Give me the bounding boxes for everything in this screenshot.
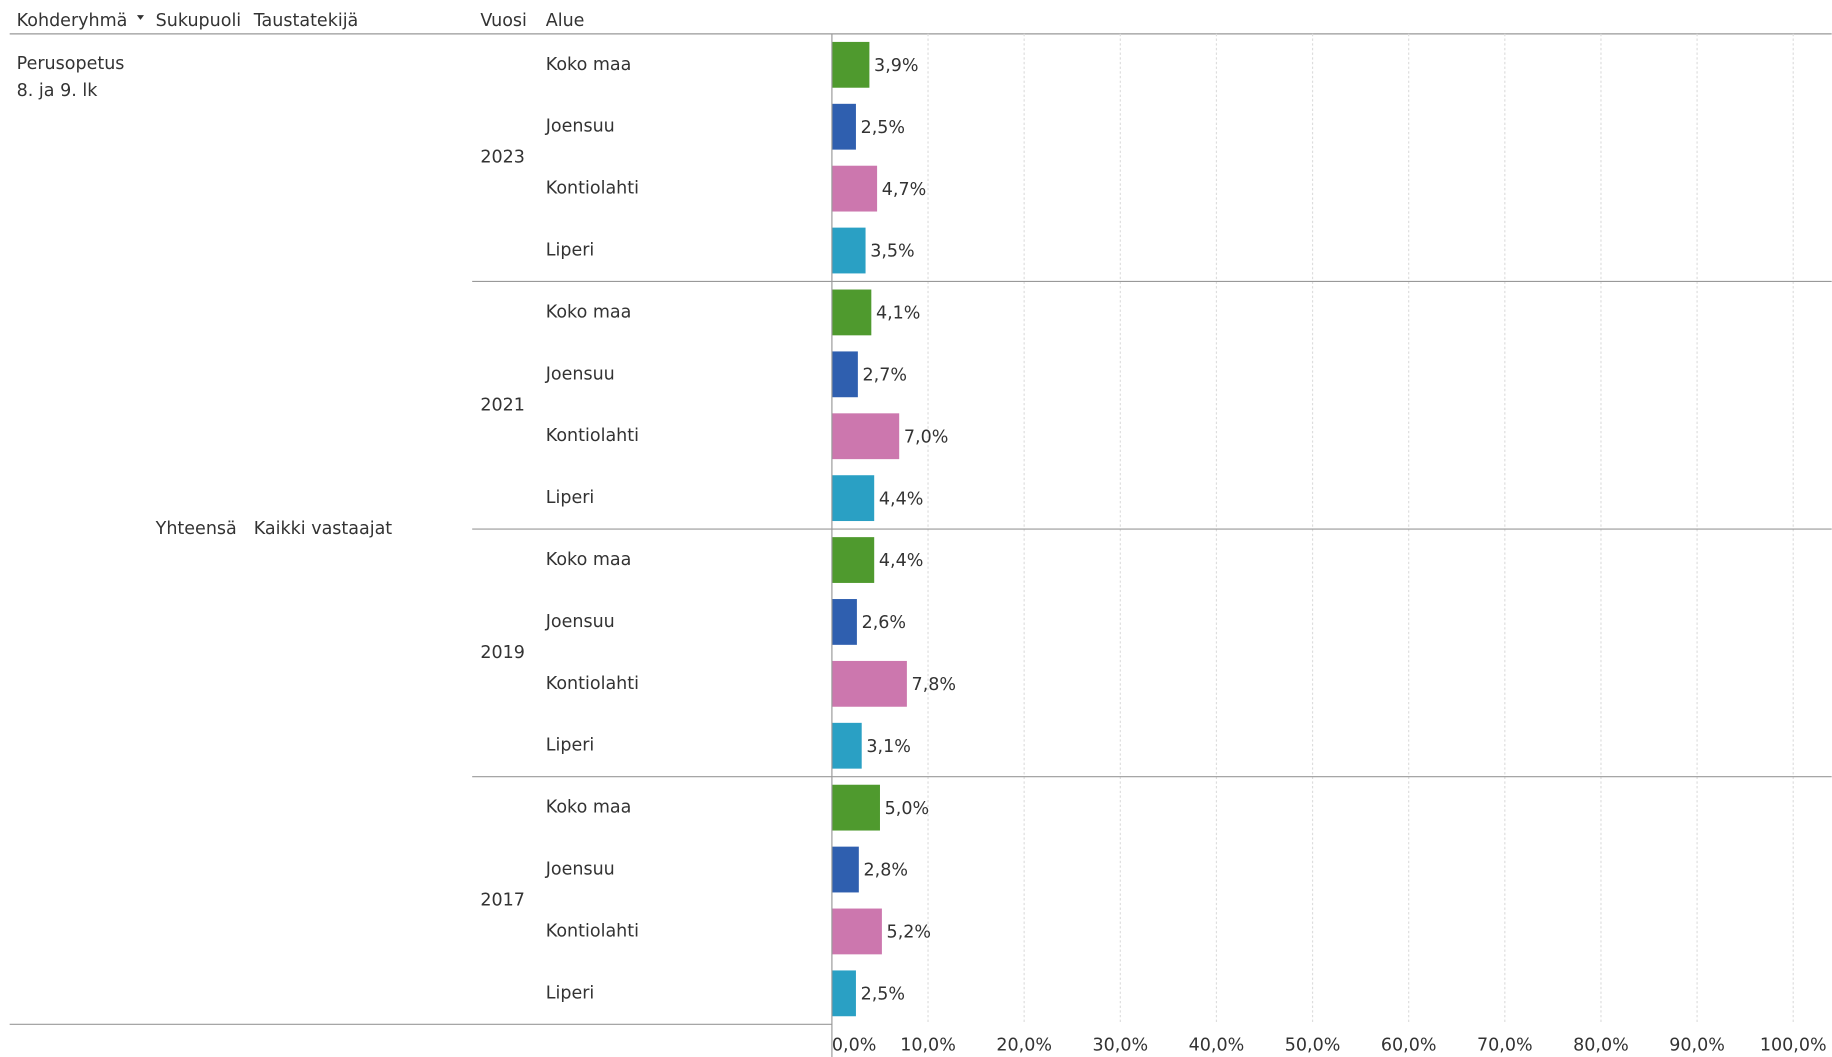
value-label: 7,0% <box>904 427 948 447</box>
region-label: Koko maa <box>546 550 632 570</box>
bar <box>831 227 866 274</box>
value-label: 5,0% <box>885 799 929 819</box>
region-label: Joensuu <box>545 860 615 880</box>
bar <box>831 537 875 583</box>
year-label: 2023 <box>480 148 525 168</box>
background-label: Kaikki vastaajat <box>254 519 393 539</box>
header-taustatekija[interactable]: Taustatekijä <box>253 11 359 31</box>
value-label: 3,5% <box>870 242 914 262</box>
year-label: 2021 <box>480 395 525 415</box>
region-label: Liperi <box>546 983 595 1003</box>
region-label: Liperi <box>546 241 595 261</box>
region-label: Koko maa <box>546 55 632 75</box>
bar <box>831 475 875 522</box>
region-label: Joensuu <box>545 364 615 384</box>
value-label: 2,5% <box>861 118 905 138</box>
region-label: Joensuu <box>545 117 615 137</box>
header-kohderyhma[interactable]: Kohderyhmä <box>17 11 128 31</box>
region-label: Joensuu <box>545 612 615 632</box>
region-label: Kontiolahti <box>546 674 639 694</box>
bar <box>831 103 856 150</box>
region-label: Liperi <box>546 488 595 508</box>
value-label: 4,4% <box>879 489 923 509</box>
group-label: 8. ja 9. lk <box>17 81 99 101</box>
x-tick-label: 50,0% <box>1285 1035 1341 1055</box>
x-tick-label: 30,0% <box>1093 1035 1149 1055</box>
region-label: Kontiolahti <box>546 179 639 199</box>
value-label: 5,2% <box>887 923 931 943</box>
region-label: Liperi <box>546 736 595 756</box>
value-label: 2,8% <box>863 861 907 881</box>
bar <box>831 908 882 955</box>
sort-icon[interactable] <box>136 15 144 20</box>
bar <box>831 41 870 88</box>
bar <box>831 784 880 831</box>
bar <box>831 351 858 398</box>
value-label: 4,7% <box>882 180 926 200</box>
value-label: 7,8% <box>912 675 956 695</box>
region-label: Koko maa <box>546 302 632 322</box>
x-tick-label: 90,0% <box>1669 1035 1725 1055</box>
x-tick-label: 20,0% <box>996 1035 1052 1055</box>
gender-label: Yhteensä <box>155 519 237 539</box>
bar <box>831 660 907 707</box>
year-label: 2017 <box>480 890 525 910</box>
header-alue[interactable]: Alue <box>546 11 585 31</box>
x-tick-label: 0,0% <box>832 1035 876 1055</box>
value-label: 2,6% <box>862 613 906 633</box>
region-label: Koko maa <box>546 798 632 818</box>
x-tick-label: 60,0% <box>1381 1035 1437 1055</box>
region-label: Kontiolahti <box>546 921 639 941</box>
bar <box>831 722 862 769</box>
value-label: 4,4% <box>879 551 923 571</box>
x-tick-label: 100,0% <box>1760 1035 1827 1055</box>
region-label: Kontiolahti <box>546 426 639 446</box>
bar <box>831 970 856 1017</box>
bar <box>831 289 872 336</box>
group-label: Perusopetus <box>17 54 125 74</box>
x-tick-label: 80,0% <box>1573 1035 1629 1055</box>
bar <box>831 599 857 645</box>
header-sukupuoli[interactable]: Sukupuoli <box>156 11 242 31</box>
x-tick-label: 70,0% <box>1477 1035 1533 1055</box>
header-vuosi[interactable]: Vuosi <box>480 11 527 31</box>
year-label: 2019 <box>480 643 525 663</box>
value-label: 2,7% <box>863 365 907 385</box>
value-label: 2,5% <box>861 985 905 1005</box>
value-label: 3,1% <box>866 737 910 757</box>
bar <box>831 413 900 460</box>
x-tick-label: 40,0% <box>1189 1035 1245 1055</box>
bar <box>831 165 878 212</box>
value-label: 4,1% <box>876 304 920 324</box>
bar <box>831 846 859 893</box>
value-label: 3,9% <box>874 56 918 76</box>
x-tick-label: 10,0% <box>900 1035 956 1055</box>
